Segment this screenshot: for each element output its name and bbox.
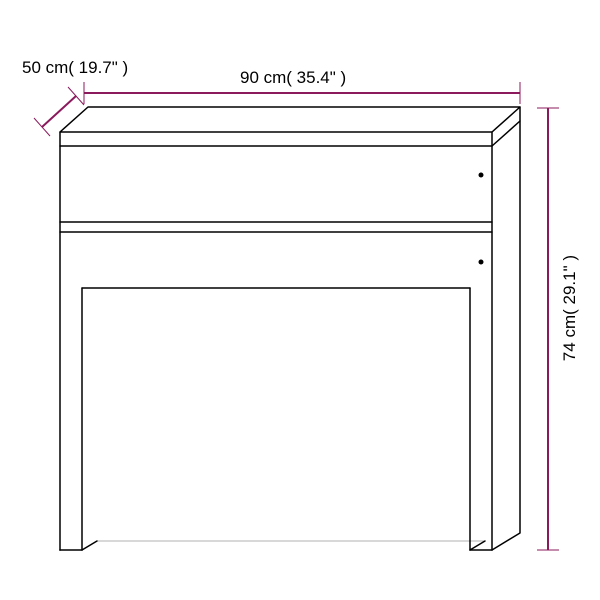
furniture-drawing bbox=[0, 0, 600, 600]
depth-dimension bbox=[34, 87, 84, 136]
depth-label: 50 cm( 19.7" ) bbox=[22, 58, 128, 78]
diagram-canvas: 50 cm( 19.7" ) 90 cm( 35.4" ) 74 cm( 29.… bbox=[0, 0, 600, 600]
height-label: 74 cm( 29.1" ) bbox=[560, 255, 580, 361]
dimension-lines bbox=[34, 82, 559, 550]
desk-outline bbox=[60, 107, 520, 550]
height-dimension bbox=[537, 108, 559, 550]
width-label: 90 cm( 35.4" ) bbox=[240, 68, 346, 88]
